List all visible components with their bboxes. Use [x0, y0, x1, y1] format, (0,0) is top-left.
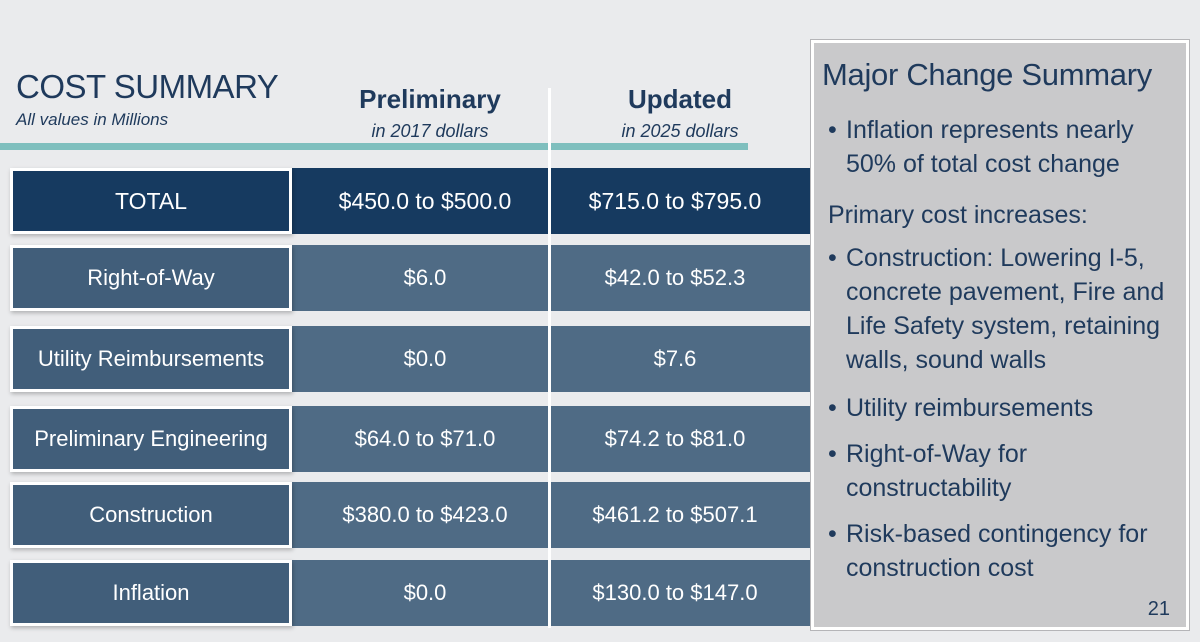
updated-value: $7.6 — [550, 326, 800, 392]
major-change-summary-panel: Major Change Summary Inflation represent… — [811, 40, 1189, 630]
summary-bullet: Right-of-Way for constructability — [828, 437, 1184, 505]
preliminary-value: $0.0 — [300, 326, 550, 392]
summary-title: Major Change Summary — [822, 57, 1152, 93]
updated-value: $715.0 to $795.0 — [550, 168, 800, 234]
column-header-preliminary: Preliminary in 2017 dollars — [310, 84, 550, 142]
preliminary-value: $6.0 — [300, 245, 550, 311]
summary-bullet: Risk-based contingency for construction … — [828, 517, 1184, 585]
summary-subheading: Primary cost increases: — [828, 198, 1184, 232]
summary-bullet: Inflation represents nearly 50% of total… — [828, 113, 1184, 181]
preliminary-value: $64.0 to $71.0 — [300, 406, 550, 472]
cost-summary-subtitle: All values in Millions — [16, 110, 168, 130]
column-subheading: in 2025 dollars — [560, 121, 800, 142]
updated-value: $74.2 to $81.0 — [550, 406, 800, 472]
row-label: Utility Reimbursements — [10, 326, 292, 392]
header-accent-line — [0, 143, 748, 150]
column-header-updated: Updated in 2025 dollars — [560, 84, 800, 142]
table-row-inflation: Inflation $0.0 $130.0 to $147.0 — [10, 560, 810, 626]
row-label: Preliminary Engineering — [10, 406, 292, 472]
column-heading: Preliminary — [310, 84, 550, 115]
column-divider — [548, 88, 551, 628]
updated-value: $130.0 to $147.0 — [550, 560, 800, 626]
preliminary-value: $0.0 — [300, 560, 550, 626]
row-label: Right-of-Way — [10, 245, 292, 311]
updated-value: $42.0 to $52.3 — [550, 245, 800, 311]
column-heading: Updated — [560, 84, 800, 115]
table-row-utility-reimbursements: Utility Reimbursements $0.0 $7.6 — [10, 326, 810, 392]
table-row-construction: Construction $380.0 to $423.0 $461.2 to … — [10, 482, 810, 548]
summary-bullet: Construction: Lowering I-5, concrete pav… — [828, 241, 1184, 377]
summary-bullet: Utility reimbursements — [828, 391, 1184, 425]
table-row-right-of-way: Right-of-Way $6.0 $42.0 to $52.3 — [10, 245, 810, 311]
preliminary-value: $380.0 to $423.0 — [300, 482, 550, 548]
cost-summary-title: COST SUMMARY — [16, 68, 278, 106]
updated-value: $461.2 to $507.1 — [550, 482, 800, 548]
row-label: Inflation — [10, 560, 292, 626]
preliminary-value: $450.0 to $500.0 — [300, 168, 550, 234]
page-number: 21 — [1148, 598, 1170, 621]
table-row-preliminary-engineering: Preliminary Engineering $64.0 to $71.0 $… — [10, 406, 810, 472]
column-subheading: in 2017 dollars — [310, 121, 550, 142]
row-label: TOTAL — [10, 168, 292, 234]
table-row-total: TOTAL $450.0 to $500.0 $715.0 to $795.0 — [10, 168, 810, 234]
row-label: Construction — [10, 482, 292, 548]
